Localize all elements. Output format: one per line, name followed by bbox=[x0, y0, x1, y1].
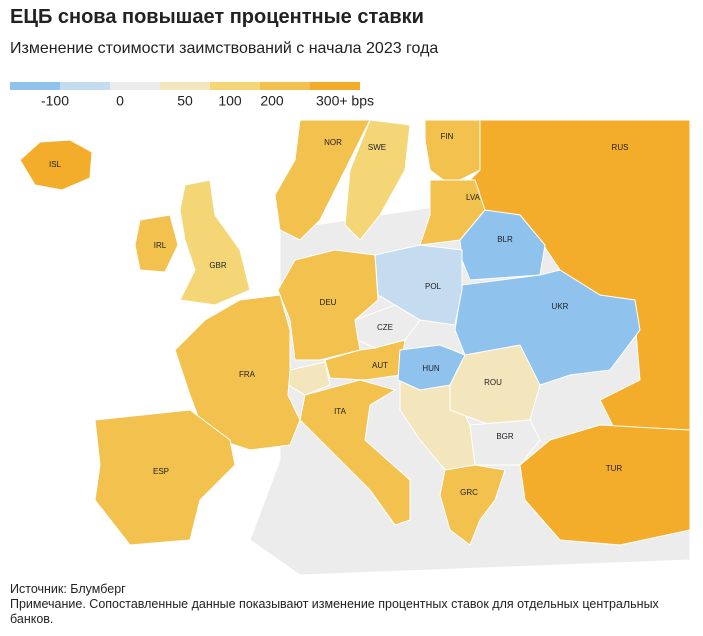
country-label: DEU bbox=[320, 298, 337, 307]
country-label: NOR bbox=[324, 138, 342, 147]
legend-swatch bbox=[10, 82, 60, 90]
country-label: FRA bbox=[239, 370, 256, 379]
legend: -100 0 50 100 200 300+ bps bbox=[10, 82, 374, 109]
legend-label: 300+ bps bbox=[316, 93, 374, 109]
legend-swatch bbox=[210, 82, 260, 90]
country-label: HUN bbox=[422, 364, 440, 373]
country bbox=[374, 244, 463, 326]
country-label: SWE bbox=[368, 143, 386, 152]
country bbox=[459, 209, 546, 281]
country bbox=[469, 419, 541, 466]
note: Примечание. Сопоставленные данные показы… bbox=[10, 597, 659, 626]
country-label: ESP bbox=[153, 467, 169, 476]
subtitle: Изменение стоимости заимствований с нача… bbox=[10, 40, 439, 57]
country-label: ISL bbox=[49, 160, 62, 169]
legend-swatch bbox=[310, 82, 360, 90]
country-label: FIN bbox=[441, 132, 454, 141]
country-label: LVA bbox=[466, 193, 481, 202]
country bbox=[424, 119, 481, 186]
country-label: BGR bbox=[496, 432, 514, 441]
country bbox=[299, 379, 411, 526]
country-label: ROU bbox=[484, 378, 502, 387]
country-label: AUT bbox=[372, 361, 388, 370]
legend-label: 100 bbox=[218, 93, 242, 109]
legend-label: 50 bbox=[177, 93, 193, 109]
country-label: GBR bbox=[209, 261, 227, 270]
legend-label: -100 bbox=[41, 93, 69, 109]
country-label: UKR bbox=[552, 302, 569, 311]
country bbox=[344, 119, 411, 241]
country bbox=[19, 139, 93, 191]
country bbox=[179, 179, 251, 306]
country-label: ITA bbox=[334, 407, 347, 416]
legend-swatch bbox=[60, 82, 110, 90]
country-label: RUS bbox=[612, 143, 629, 152]
country bbox=[449, 344, 541, 426]
title: ЕЦБ снова повышает процентные ставки bbox=[10, 6, 424, 28]
country bbox=[94, 409, 236, 546]
country bbox=[519, 424, 691, 546]
source: Источник: Блумберг bbox=[10, 582, 126, 596]
country-label: CZE bbox=[377, 323, 393, 332]
country bbox=[439, 464, 506, 546]
country-label: TUR bbox=[606, 464, 623, 473]
footer: Источник: Блумберг Примечание. Сопоставл… bbox=[10, 582, 690, 627]
legend-swatch bbox=[110, 82, 160, 90]
country-label: GRC bbox=[460, 488, 478, 497]
countries bbox=[19, 119, 691, 546]
country-labels: ISL IRL GBR NOR SWE FIN RUS LVA BLR UKR … bbox=[49, 132, 628, 497]
country-label: IRL bbox=[154, 241, 167, 250]
legend-label: 200 bbox=[260, 93, 284, 109]
legend-swatch bbox=[160, 82, 210, 90]
legend-label: 0 bbox=[116, 93, 124, 109]
country bbox=[134, 214, 179, 273]
country bbox=[274, 119, 371, 241]
map: -100 0 50 100 200 300+ bps ISL IRL GBR NOR SW… bbox=[10, 82, 691, 576]
legend-swatch bbox=[260, 82, 310, 90]
country-label: POL bbox=[425, 282, 442, 291]
country-label: BLR bbox=[497, 235, 513, 244]
